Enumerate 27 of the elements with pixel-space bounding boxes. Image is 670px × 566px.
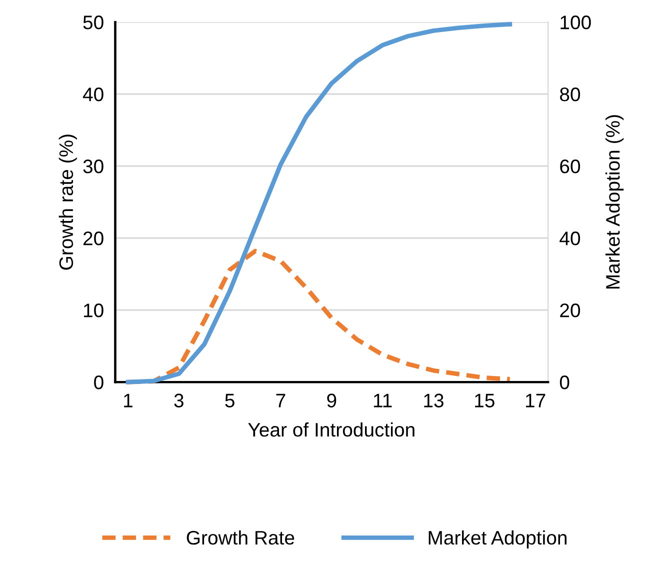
y2-tick-label: 60 — [560, 160, 580, 174]
y2-tick-label: 100 — [560, 16, 591, 30]
y-tick-label: 50 — [83, 16, 104, 30]
y2-axis-title: Market Adoption (%) — [606, 115, 624, 289]
line-series — [126, 22, 512, 384]
y-tick-label: 0 — [94, 376, 104, 390]
x-tick-label: 7 — [276, 394, 286, 408]
y2-tick-label: 80 — [560, 88, 580, 102]
x-axis-title: Year of Introduction — [248, 422, 414, 437]
y2-tick-label: 40 — [560, 232, 580, 246]
x-tick-label: 11 — [374, 394, 392, 408]
x-tick-label: 13 — [424, 394, 444, 408]
y2-tick-label: 20 — [560, 304, 580, 318]
x-tick-label: 9 — [327, 394, 336, 408]
x-tick-label: 5 — [225, 394, 234, 408]
x-tick-label: 15 — [475, 394, 494, 408]
y-tick-label: 30 — [83, 160, 104, 174]
legend-label: Growth Rate — [186, 530, 294, 545]
x-tick-label: 1 — [124, 394, 132, 408]
y-tick-label: 20 — [83, 232, 104, 246]
y2-tick-label: 0 — [560, 376, 570, 390]
legend-label: Market Adoption — [428, 530, 566, 548]
x-tick-label: 17 — [526, 394, 546, 408]
y-tick-label: 40 — [82, 88, 104, 102]
y-axis-title: Growth rate (%) — [58, 134, 77, 270]
x-tick-label: 3 — [174, 394, 184, 408]
y-tick-label: 10 — [84, 304, 104, 318]
